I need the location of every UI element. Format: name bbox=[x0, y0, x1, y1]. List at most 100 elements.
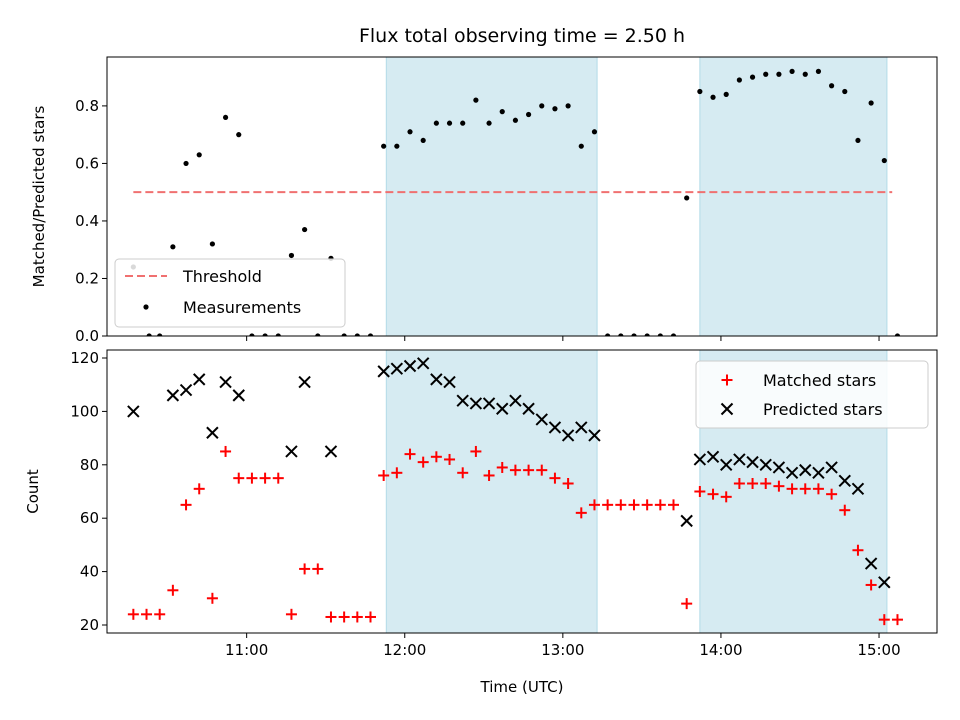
matched-stars-point bbox=[786, 483, 798, 495]
matched-stars-point bbox=[259, 472, 271, 484]
matched-stars-point bbox=[747, 477, 759, 489]
shaded-region-1 bbox=[385, 56, 598, 337]
matched-stars-point bbox=[193, 483, 205, 495]
matched-stars-point bbox=[562, 477, 574, 489]
top-panel: 0.0 0.2 0.4 0.6 0.8 Matched/Predicted stars Th… bbox=[30, 56, 938, 345]
matched-stars-point bbox=[444, 453, 456, 465]
matched-stars-point bbox=[641, 499, 653, 511]
y-axis-label: Matched/Predicted stars bbox=[30, 106, 48, 288]
y-tick-label: 40 bbox=[80, 563, 99, 581]
matched-stars-point bbox=[378, 469, 390, 481]
y-tick-label: 0.4 bbox=[75, 212, 99, 230]
measurements-point bbox=[525, 111, 532, 118]
y-tick-label: 0.6 bbox=[75, 154, 99, 172]
measurements-point bbox=[618, 333, 624, 336]
legend-predicted-swatch bbox=[720, 402, 734, 416]
legend-measurements-swatch bbox=[143, 304, 149, 310]
y-tick-label: 120 bbox=[70, 349, 99, 367]
predicted-stars-point bbox=[179, 383, 193, 397]
measurements-point bbox=[446, 120, 453, 126]
y-tick-label: 20 bbox=[80, 616, 99, 634]
matched-stars-point bbox=[536, 464, 548, 476]
matched-stars-point bbox=[457, 467, 469, 479]
matched-stars-point bbox=[865, 579, 877, 591]
measurements-point bbox=[697, 88, 703, 95]
measurements-point bbox=[723, 91, 729, 97]
chart-title: Flux total observing time = 2.50 h bbox=[359, 25, 685, 47]
measurements-point bbox=[763, 71, 769, 77]
measurements-point bbox=[657, 333, 663, 336]
predicted-stars-point bbox=[864, 557, 878, 570]
predicted-stars-point bbox=[575, 421, 588, 434]
measurements-point bbox=[829, 83, 835, 89]
predicted-stars-point bbox=[298, 375, 311, 389]
matched-stars-point bbox=[812, 483, 824, 495]
matched-stars-point bbox=[773, 480, 785, 492]
legend-threshold-label: Threshold bbox=[182, 267, 262, 286]
matched-stars-point bbox=[338, 611, 350, 623]
x-tick-label: 11:00 bbox=[225, 641, 268, 659]
matched-stars-point bbox=[325, 611, 337, 623]
matched-stars-point bbox=[391, 467, 403, 479]
matched-stars-point bbox=[220, 445, 232, 457]
legend: Matched stars Predicted stars bbox=[695, 360, 929, 429]
matched-stars-point bbox=[470, 445, 482, 457]
measurements-point bbox=[486, 120, 492, 126]
matched-stars-point bbox=[575, 507, 587, 519]
measurements-point bbox=[842, 88, 848, 95]
matched-stars-point bbox=[233, 472, 245, 484]
measurements-point bbox=[275, 333, 281, 336]
measurements-point bbox=[222, 114, 229, 121]
matched-stars-point bbox=[602, 499, 614, 511]
matched-stars-point bbox=[483, 469, 495, 481]
matched-stars-point bbox=[694, 486, 706, 497]
predicted-stars-point bbox=[193, 373, 206, 386]
measurements-point bbox=[789, 68, 795, 74]
matched-stars-point bbox=[668, 499, 680, 511]
measurements-point bbox=[381, 143, 387, 149]
predicted-stars-point bbox=[403, 359, 417, 373]
matched-stars-point bbox=[523, 464, 535, 476]
measurements-point bbox=[157, 333, 163, 336]
measurements-point bbox=[183, 160, 189, 167]
predicted-stars-point bbox=[324, 445, 338, 458]
matched-stars-point bbox=[826, 488, 838, 500]
predicted-stars-point bbox=[390, 362, 404, 375]
predicted-stars-point bbox=[127, 405, 140, 418]
measurements-point bbox=[262, 333, 268, 336]
measurements-point bbox=[196, 152, 202, 158]
predicted-stars-point bbox=[522, 402, 535, 415]
predicted-stars-point bbox=[799, 463, 812, 477]
measurements-point bbox=[420, 137, 426, 144]
measurements-point bbox=[288, 252, 295, 259]
predicted-stars-point bbox=[812, 466, 825, 480]
predicted-stars-point bbox=[469, 397, 483, 410]
legend: Threshold Measurements bbox=[114, 258, 346, 328]
x-axis-label: Time (UTC) bbox=[480, 678, 564, 696]
bottom-panel: 20 40 60 80 100 120 11:00 12:00 13:00 14:00 15:00 C… bbox=[24, 349, 938, 696]
matched-stars-point bbox=[588, 499, 600, 511]
measurements-point bbox=[341, 333, 347, 336]
matched-stars-point bbox=[760, 477, 772, 489]
plot-area bbox=[127, 357, 903, 626]
axes-frame bbox=[106, 56, 938, 337]
matched-stars-point bbox=[891, 614, 903, 626]
measurements-point bbox=[684, 195, 690, 201]
measurements-point bbox=[802, 71, 808, 77]
matched-stars-point bbox=[707, 488, 719, 500]
matched-stars-point bbox=[299, 563, 311, 575]
predicted-stars-point bbox=[746, 455, 759, 469]
predicted-stars-point bbox=[232, 389, 245, 402]
measurements-point bbox=[433, 120, 439, 126]
predicted-stars-point bbox=[680, 514, 693, 528]
shaded-region-2 bbox=[699, 56, 888, 337]
legend-measurements-label: Measurements bbox=[183, 298, 301, 317]
y-axis-label: Count bbox=[24, 469, 42, 514]
predicted-stars-point bbox=[719, 458, 733, 472]
measurements-point bbox=[249, 333, 255, 336]
matched-stars-point bbox=[364, 611, 376, 623]
predicted-stars-point bbox=[456, 394, 469, 407]
measurements-point bbox=[512, 117, 519, 123]
x-tick-label: 14:00 bbox=[699, 641, 742, 659]
measurements-point bbox=[881, 157, 887, 164]
